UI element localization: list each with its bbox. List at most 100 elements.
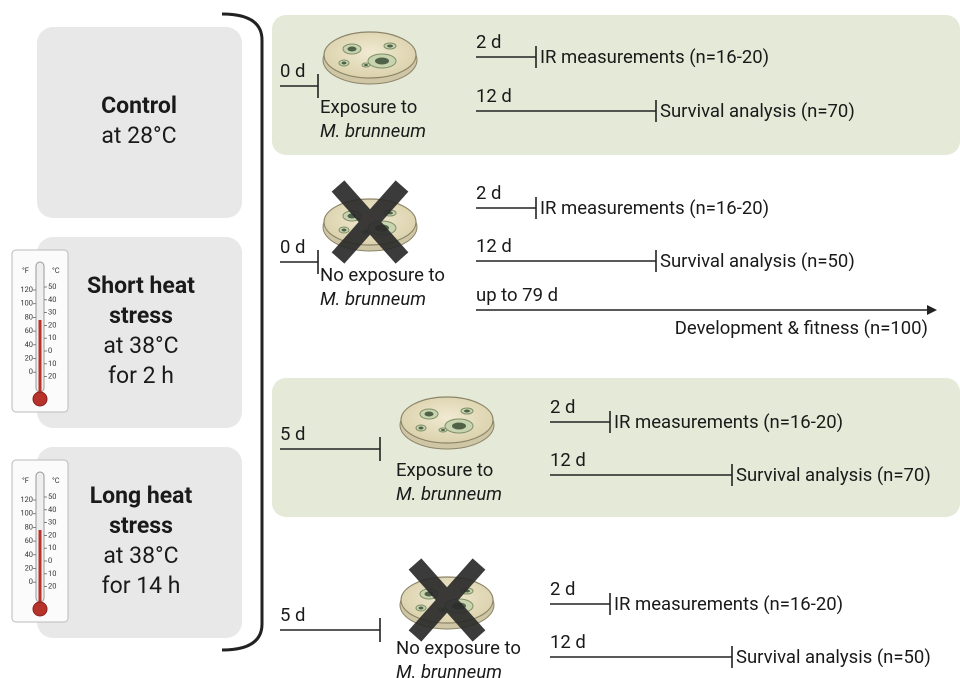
colony-core [364, 64, 368, 66]
fahrenheit-tick: 20 [25, 563, 33, 572]
duration: 2 d [550, 578, 575, 600]
start-time: 5 d [280, 423, 305, 445]
fahrenheit-tick: 0 [29, 577, 33, 586]
colony-core [424, 411, 434, 417]
fahrenheit-tick: 20 [25, 353, 33, 362]
celsius-tick: 40 [48, 295, 56, 304]
celsius-tick: 20 [48, 320, 56, 329]
species-label: M. brunneum [396, 483, 502, 505]
condition-box [37, 27, 242, 218]
measurement-label: IR measurements (n=16-20) [540, 197, 769, 219]
celsius-tick: 20 [48, 582, 56, 591]
condition-detail: at 28°C [101, 122, 176, 149]
celsius-tick: 20 [48, 372, 56, 381]
condition-detail: at 38°C [103, 542, 178, 569]
duration: 2 d [476, 182, 501, 204]
colony-core [441, 429, 445, 431]
condition-detail: for 2 h [108, 362, 174, 389]
measurement-label: Development & fitness (n=100) [675, 317, 928, 339]
measurement-label: Survival analysis (n=50) [660, 250, 855, 272]
measurement-label: Survival analysis (n=50) [736, 646, 931, 668]
colony-core [387, 44, 393, 48]
thermometer-mercury [38, 320, 42, 395]
thermometer-bulb [32, 601, 48, 617]
fahrenheit-tick: 80 [25, 312, 33, 321]
panel-background [272, 378, 960, 517]
celsius-tick: 20 [48, 530, 56, 539]
condition-box [37, 237, 242, 428]
celsius-tick: 10 [48, 359, 56, 368]
fahrenheit-tick: 120 [20, 285, 33, 294]
duration: 12 d [476, 85, 512, 107]
celsius-tick: 0 [48, 346, 52, 355]
fahrenheit-tick: 100 [20, 509, 33, 518]
start-time: 0 d [280, 236, 305, 258]
colony-core [341, 61, 347, 65]
thermometer-unit: °F [22, 476, 29, 485]
duration: 12 d [550, 631, 586, 653]
celsius-tick: 30 [48, 518, 56, 527]
measurement-label: Survival analysis (n=70) [736, 464, 931, 486]
fahrenheit-tick: 40 [25, 340, 33, 349]
fahrenheit-tick: 120 [20, 495, 33, 504]
celsius-tick: 0 [48, 556, 52, 565]
fahrenheit-tick: 0 [29, 367, 33, 376]
species-label: M. brunneum [320, 120, 426, 142]
colony-core [464, 409, 470, 413]
start-time: 5 d [280, 604, 305, 626]
duration: 2 d [550, 396, 575, 418]
measurement-label: IR measurements (n=16-20) [540, 46, 769, 68]
exposure-label: No exposure to [396, 637, 521, 659]
fahrenheit-tick: 40 [25, 550, 33, 559]
condition-title: stress [109, 512, 173, 539]
cross-mark [408, 558, 486, 642]
duration: up to 79 d [476, 284, 558, 306]
thermometer-unit: °F [22, 266, 29, 275]
thermometer-unit: °C [52, 476, 60, 485]
colony-core [418, 426, 424, 430]
colony-core [341, 228, 347, 232]
species-label: M. brunneum [320, 288, 426, 310]
exposure-label: Exposure to [396, 459, 493, 481]
colony-core [452, 422, 466, 430]
bracket [221, 12, 264, 652]
panel-background [272, 15, 960, 155]
exposure-label: Exposure to [320, 96, 417, 118]
thermometer-mercury [38, 530, 42, 605]
celsius-tick: 30 [48, 308, 56, 317]
condition-detail: for 14 h [102, 572, 181, 599]
condition-box [37, 447, 242, 638]
duration: 12 d [550, 449, 586, 471]
colony-core [418, 606, 424, 610]
celsius-tick: 40 [48, 505, 56, 514]
condition-title: Long heat [90, 482, 193, 509]
colony-core [375, 57, 389, 65]
celsius-tick: 10 [48, 569, 56, 578]
exposure-label: No exposure to [320, 264, 445, 286]
cross-mark [331, 180, 409, 264]
celsius-tick: 10 [48, 543, 56, 552]
duration: 2 d [476, 31, 501, 53]
measurement-label: IR measurements (n=16-20) [614, 593, 843, 615]
condition-title: Control [101, 92, 177, 119]
celsius-tick: 50 [48, 492, 56, 501]
celsius-tick: 50 [48, 282, 56, 291]
fahrenheit-tick: 100 [20, 299, 33, 308]
measurement-label: Survival analysis (n=70) [660, 100, 855, 122]
fahrenheit-tick: 80 [25, 522, 33, 531]
condition-detail: at 38°C [103, 332, 178, 359]
petri-dish [323, 31, 417, 79]
celsius-tick: 10 [48, 333, 56, 342]
duration: 12 d [476, 235, 512, 257]
petri-dish [400, 396, 494, 444]
fahrenheit-tick: 60 [25, 326, 33, 335]
colony-core [347, 46, 357, 52]
fahrenheit-tick: 60 [25, 536, 33, 545]
thermometer-unit: °C [52, 266, 60, 275]
species-label: M. brunneum [396, 661, 502, 678]
condition-title: stress [109, 302, 173, 329]
condition-title: Short heat [87, 272, 195, 299]
measurement-label: IR measurements (n=16-20) [614, 411, 843, 433]
thermometer-bulb [32, 391, 48, 407]
